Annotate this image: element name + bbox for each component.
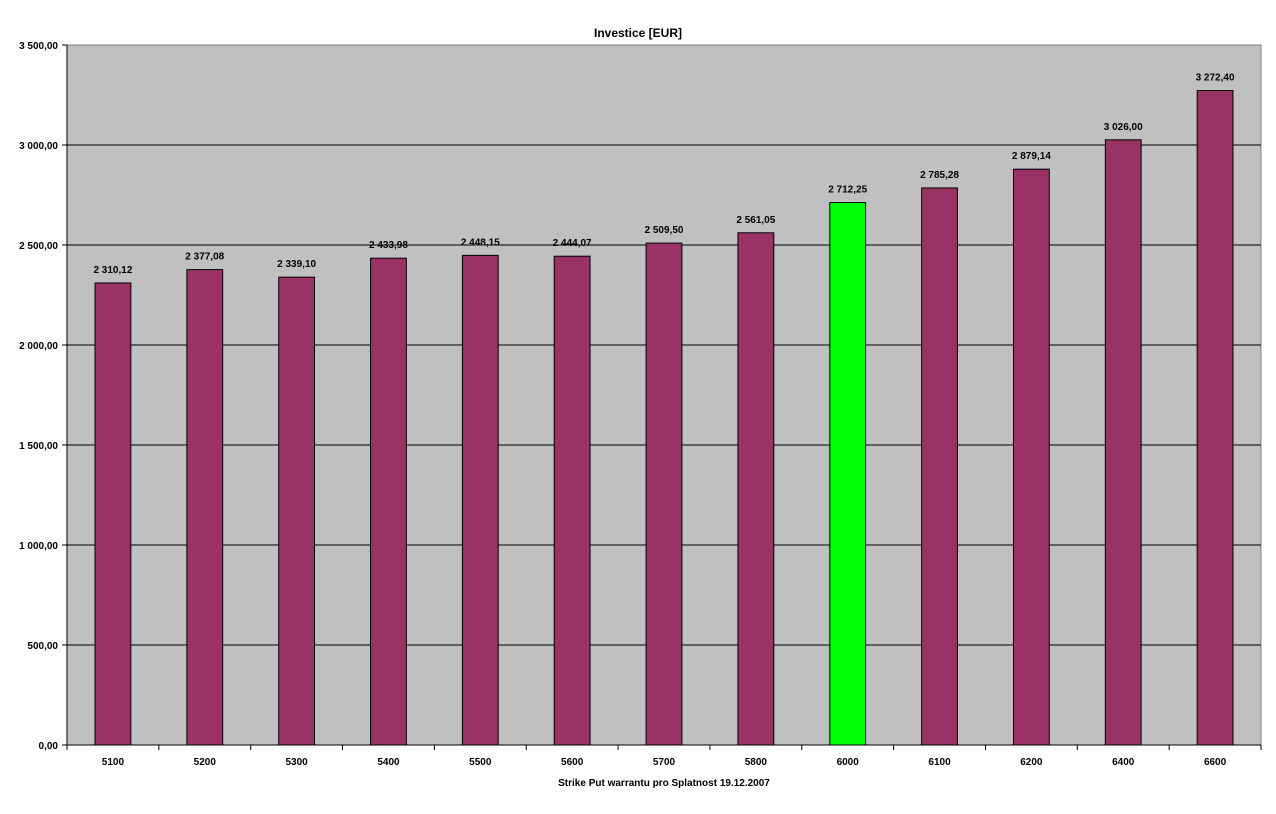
bar-6200 — [1012, 168, 1050, 746]
bar-5600 — [553, 255, 591, 746]
x-axis: 5100 5200 5300 5400 5500 5600 5700 5800 6000 6100… — [66, 744, 1262, 768]
x-tick-label: 5500 — [469, 757, 492, 768]
x-tick-label: 5200 — [194, 757, 217, 768]
bar-5500 — [461, 254, 499, 746]
data-label-5800: 2 561,05 — [736, 215, 775, 226]
x-tick-label: 5400 — [377, 757, 400, 768]
y-tick-label: 1 000,00 — [19, 541, 58, 552]
data-label-5300: 2 339,10 — [277, 259, 316, 270]
y-axis: 0,00 500,00 1 000,00 1 500,00 2 000,00 2 500,… — [19, 41, 68, 752]
y-tick-label: 2 500,00 — [19, 241, 58, 252]
bar-5800 — [737, 232, 775, 746]
x-tick-label: 5800 — [745, 757, 768, 768]
bar-6100 — [921, 187, 958, 746]
data-label-5500: 2 448,15 — [461, 237, 500, 248]
data-label-6400: 3 026,00 — [1104, 122, 1143, 133]
bar-5300 — [278, 276, 316, 746]
y-tick-label: 3 000,00 — [19, 141, 58, 152]
y-tick-label: 2 000,00 — [19, 341, 58, 352]
x-tick-label: 6400 — [1112, 757, 1135, 768]
x-tick-label: 6200 — [1020, 757, 1043, 768]
x-tick-label: 6000 — [837, 757, 860, 768]
x-axis-label: Strike Put warrantu pro Splatnost 19.12.… — [558, 778, 770, 789]
chart-title: Investice [EUR] — [594, 26, 682, 40]
bar-5100 — [94, 282, 132, 746]
data-label-5100: 2 310,12 — [93, 265, 132, 276]
x-tick-label: 5100 — [102, 757, 125, 768]
data-label-6000: 2 712,25 — [828, 185, 867, 196]
bar-6600 — [1196, 90, 1234, 746]
x-tick-label: 6100 — [928, 757, 951, 768]
bar-6400 — [1104, 139, 1142, 746]
data-label-6600: 3 272,40 — [1196, 73, 1235, 84]
bar-5700 — [645, 242, 683, 746]
data-labels: 2 310,12 2 377,08 2 339,10 2 433,98 2 448,15… — [93, 73, 1235, 276]
x-tick-label: 6600 — [1204, 757, 1227, 768]
data-label-5600: 2 444,07 — [553, 238, 592, 249]
y-tick-label: 3 500,00 — [19, 41, 58, 52]
y-tick-label: 0,00 — [39, 741, 59, 752]
y-tick-label: 500,00 — [27, 641, 58, 652]
bars — [94, 90, 1234, 746]
x-tick-label: 5700 — [653, 757, 676, 768]
data-label-5700: 2 509,50 — [645, 225, 684, 236]
bar-6000 — [829, 202, 867, 746]
y-tick-label: 1 500,00 — [19, 441, 58, 452]
data-label-5400: 2 433,98 — [369, 240, 408, 251]
data-label-6200: 2 879,14 — [1012, 151, 1051, 162]
x-tick-label: 5600 — [561, 757, 584, 768]
data-label-5200: 2 377,08 — [185, 252, 224, 263]
bar-5200 — [186, 269, 224, 746]
bar-5400 — [370, 257, 407, 746]
x-tick-label: 5300 — [285, 757, 308, 768]
data-label-6100: 2 785,28 — [920, 170, 959, 181]
